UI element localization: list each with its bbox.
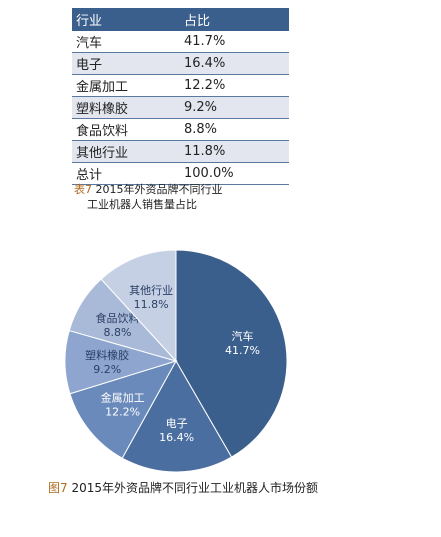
pie-slice: [100, 249, 177, 363]
table-caption-text1: 2015年外资品牌不同行业: [95, 183, 223, 196]
pie-slice-label: 金属加工: [101, 390, 145, 404]
table-row: 食品饮料 8.8%: [72, 118, 289, 141]
header-industry: 行业: [72, 8, 180, 31]
pie-slice-label: 塑料橡胶: [85, 348, 129, 362]
pie-slice-value: 8.8%: [103, 326, 131, 339]
row-industry: 其他行业: [72, 140, 180, 163]
pie-slice-value: 11.8%: [134, 298, 169, 311]
figure-caption-text: 2015年外资品牌不同行业工业机器人市场份额: [71, 481, 319, 495]
pie-slice: [69, 360, 178, 459]
table-row: 汽车 41.7%: [72, 31, 289, 53]
pie-slice-label: 电子: [166, 417, 188, 430]
row-industry: 食品饮料: [72, 118, 180, 141]
pie-slice-label: 食品饮料: [95, 311, 139, 325]
row-industry: 塑料橡胶: [72, 96, 180, 119]
table-row: 电子 16.4%: [72, 52, 289, 75]
row-industry: 电子: [72, 52, 180, 75]
row-industry: 汽车: [72, 31, 180, 53]
figure-caption-prefix: 图7: [48, 481, 68, 495]
table-row: 其他行业 11.8%: [72, 140, 289, 163]
table-row-total: 总计 100.0%: [72, 162, 289, 185]
figure-caption: 图7 2015年外资品牌不同行业工业机器人市场份额: [48, 479, 318, 496]
row-share: 11.8%: [180, 140, 289, 163]
row-share: 8.8%: [180, 118, 289, 141]
pie-slice-value: 9.2%: [93, 363, 121, 376]
share-table: 行业 占比 汽车 41.7% 电子 16.4% 金属加工 12.2% 塑料橡胶 …: [72, 8, 289, 185]
row-share: 16.4%: [180, 52, 289, 75]
header-share: 占比: [180, 8, 289, 31]
row-share: 100.0%: [180, 162, 289, 185]
pie-slice: [121, 359, 233, 473]
pie-slice-label: 汽车: [231, 329, 253, 343]
row-industry: 金属加工: [72, 74, 180, 97]
pie-slice-value: 12.2%: [105, 405, 140, 418]
table-header-row: 行业 占比: [72, 8, 289, 31]
pie-slice: [175, 249, 288, 458]
table-caption-line1: 表7 2015年外资品牌不同行业: [74, 182, 223, 197]
table-caption-line2: 工业机器人销售量占比: [87, 198, 197, 211]
table-caption: 表7 2015年外资品牌不同行业 工业机器人销售量占比: [74, 182, 223, 212]
table-caption-prefix: 表7: [74, 183, 92, 196]
pie-slice-value: 16.4%: [159, 431, 194, 444]
row-share: 41.7%: [180, 31, 289, 53]
table-row: 塑料橡胶 9.2%: [72, 96, 289, 119]
share-table-container: 行业 占比 汽车 41.7% 电子 16.4% 金属加工 12.2% 塑料橡胶 …: [72, 8, 289, 185]
pie-slice-value: 41.7%: [225, 344, 260, 357]
row-share: 12.2%: [180, 74, 289, 97]
table-row: 金属加工 12.2%: [72, 74, 289, 97]
row-share: 9.2%: [180, 96, 289, 119]
pie-slice-label: 其他行业: [129, 284, 173, 297]
row-industry: 总计: [72, 162, 180, 185]
